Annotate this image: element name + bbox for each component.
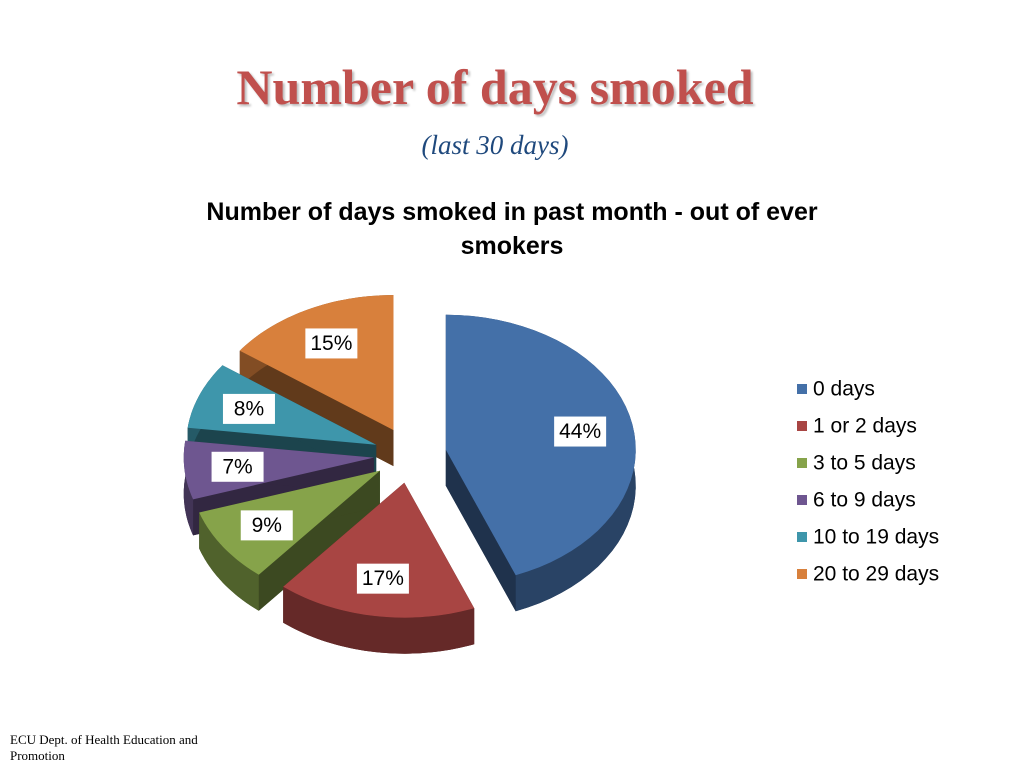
label-box <box>356 563 409 594</box>
legend-swatch <box>797 458 807 468</box>
legend-label: 20 to 29 days <box>813 563 939 586</box>
slice-wall <box>283 586 475 654</box>
data-label: 44% <box>559 420 601 443</box>
data-label: 8% <box>234 397 264 420</box>
legend-swatch <box>797 569 807 579</box>
slice-side <box>445 449 516 612</box>
legend-swatch <box>797 421 807 431</box>
legend-label: 3 to 5 days <box>813 452 916 475</box>
legend-swatch <box>797 532 807 542</box>
label-box <box>222 393 275 424</box>
label-box <box>554 416 607 447</box>
label-box <box>305 328 358 359</box>
chart: 44% 17% 9% 7% 8% 15% 0 days 1 or 2 days 3 to 5 d… <box>183 295 939 654</box>
label-box <box>211 451 264 482</box>
slice <box>445 314 636 612</box>
legend-label: 0 days <box>813 378 875 401</box>
legend-swatch <box>797 495 807 505</box>
data-label: 9% <box>252 514 282 537</box>
slice <box>283 482 475 618</box>
footer: ECU Dept. of Health Education and Promot… <box>10 732 198 763</box>
data-label: 17% <box>362 567 404 590</box>
slice-wall <box>183 440 194 536</box>
slice <box>239 295 394 467</box>
legend-swatch <box>797 384 807 394</box>
data-label: 15% <box>310 332 352 355</box>
chart-title: Number of days smoked in past month - ou… <box>206 198 818 260</box>
slice-wall <box>199 512 259 611</box>
label-box <box>240 510 293 541</box>
legend-label: 1 or 2 days <box>813 415 917 438</box>
slide-subtitle: (last 30 days) <box>421 130 569 160</box>
slice <box>187 365 377 445</box>
slice <box>283 482 475 654</box>
legend-label: 10 to 19 days <box>813 526 939 549</box>
legend-label: 6 to 9 days <box>813 489 916 512</box>
data-label: 7% <box>222 455 252 478</box>
slide-title: Number of days smoked <box>236 59 754 115</box>
slice <box>445 314 636 576</box>
